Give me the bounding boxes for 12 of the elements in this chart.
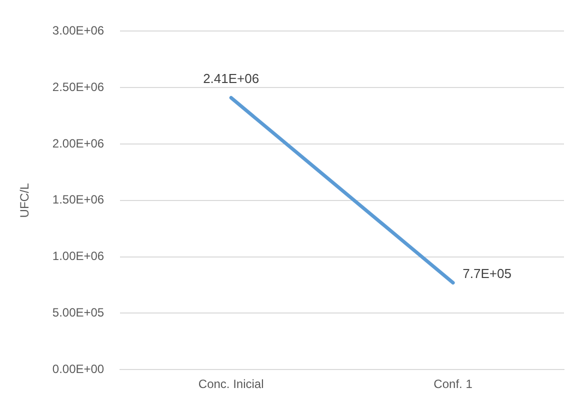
y-tick-label: 3.00E+06 <box>52 24 104 38</box>
x-tick-label: Conf. 1 <box>434 377 473 392</box>
y-tick-label: 1.50E+06 <box>52 192 104 207</box>
y-tick-label: 1.00E+06 <box>52 249 104 264</box>
x-tick-label: Conc. Inicial <box>198 377 264 392</box>
y-tick-label: 0.00E+00 <box>52 362 104 376</box>
data-label: 7.7E+05 <box>462 266 512 281</box>
y-tick-label: 2.00E+06 <box>52 136 104 150</box>
data-label: 2.41E+06 <box>203 70 260 86</box>
y-axis-title: UFC/L <box>18 182 32 218</box>
y-tick-label: 5.00E+05 <box>52 306 104 320</box>
y-tick-label: 2.50E+06 <box>52 80 104 94</box>
